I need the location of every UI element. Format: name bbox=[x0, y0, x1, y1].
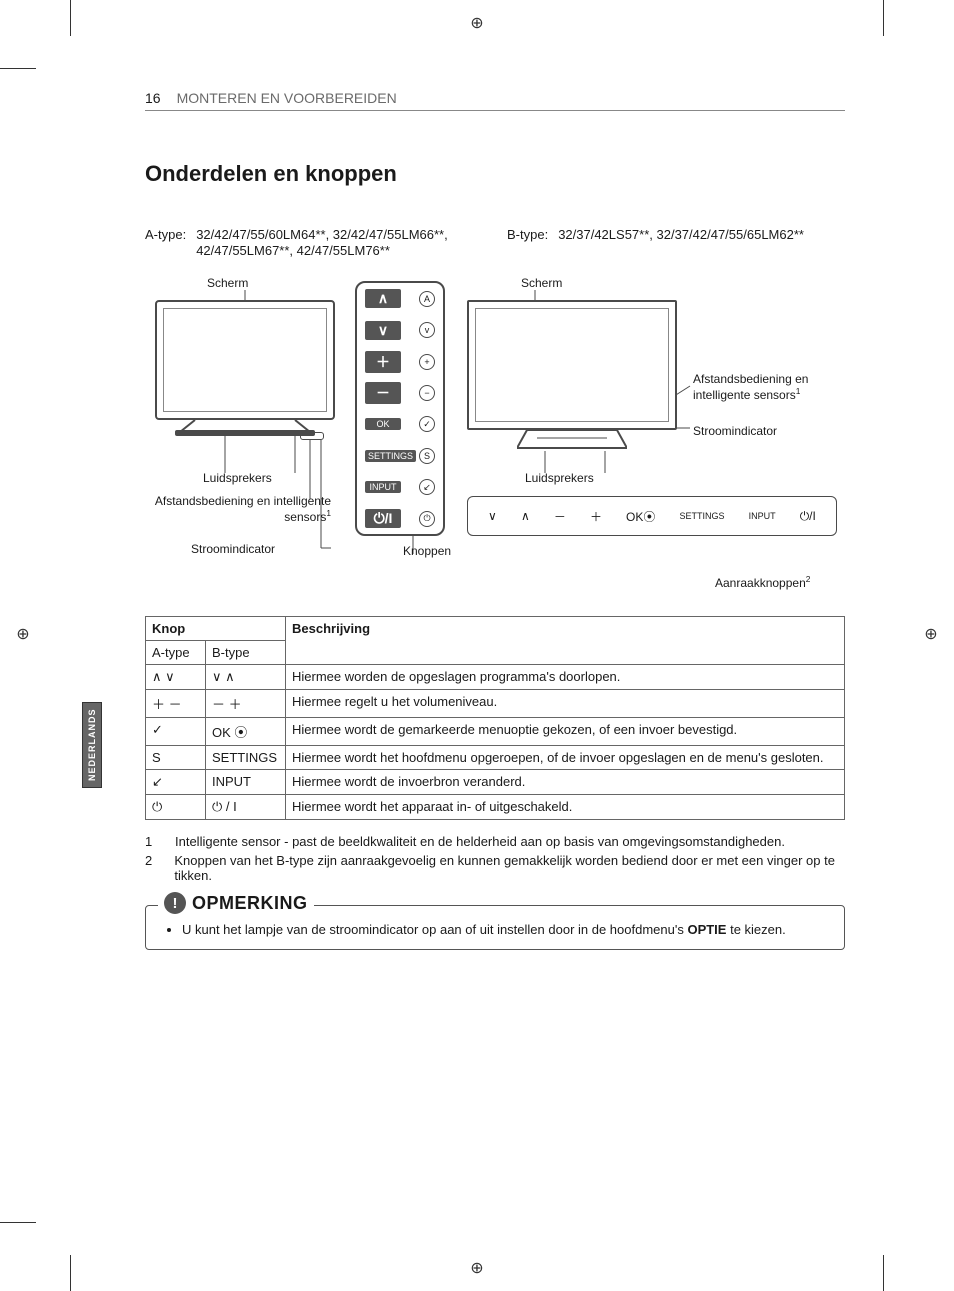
table-row: SSETTINGSHiermee wordt het hoofdmenu opg… bbox=[146, 746, 845, 770]
btn-down-label: ∨ bbox=[365, 321, 401, 340]
tv-diagram: ∧A ∨v ＋+ －− OK✓ SETTINGSS INPUT↙ ⏻/I⏻ ∨ … bbox=[145, 276, 845, 596]
page-number: 16 bbox=[145, 90, 161, 106]
registration-mark-icon: ⊕ bbox=[14, 625, 32, 643]
touch-settings-label: SETTINGS bbox=[679, 511, 724, 521]
section-title: Onderdelen en knoppen bbox=[145, 161, 845, 187]
th-beschrijving: Beschrijving bbox=[286, 617, 845, 665]
btn-input-label: INPUT bbox=[365, 481, 401, 493]
table-row: ＋ －－ ＋Hiermee regelt u het volumeniveau. bbox=[146, 690, 845, 718]
registration-mark-icon: ⊕ bbox=[922, 625, 940, 643]
touch-input-label: INPUT bbox=[749, 511, 776, 521]
btn-up-icon: A bbox=[419, 291, 435, 307]
note-box: ! OPMERKING U kunt het lampje van de str… bbox=[145, 905, 845, 950]
label-knoppen: Knoppen bbox=[403, 544, 451, 558]
label-luidsprekers-b: Luidsprekers bbox=[525, 471, 594, 485]
crop-mark bbox=[70, 1255, 71, 1291]
b-type-label: B-type: bbox=[507, 227, 548, 258]
btn-up-label: ∧ bbox=[365, 289, 401, 308]
language-tab: NEDERLANDS bbox=[82, 702, 102, 788]
touch-down-icon: ∨ bbox=[488, 509, 497, 523]
btn-input-icon: ↙ bbox=[419, 479, 435, 495]
footnote-num: 1 bbox=[145, 834, 159, 849]
b-type-models: 32/37/42LS57**, 32/37/42/47/55/65LM62** bbox=[558, 227, 804, 258]
th-atype: A-type bbox=[146, 641, 206, 665]
tv-a-sensor-box bbox=[300, 432, 324, 440]
btn-down-icon: v bbox=[419, 322, 435, 338]
crop-mark bbox=[883, 0, 884, 36]
registration-mark-icon: ⊕ bbox=[468, 14, 486, 32]
tv-b-stand bbox=[517, 430, 627, 454]
touch-power-icon: ⏻/I bbox=[800, 509, 816, 524]
table-row: ⏻⏻ / IHiermee wordt het apparaat in- of … bbox=[146, 795, 845, 820]
tv-a-screen bbox=[155, 300, 335, 420]
btn-ok-label: OK bbox=[365, 418, 401, 430]
btn-power-icon: ⏻ bbox=[419, 511, 435, 527]
a-type-label: A-type: bbox=[145, 227, 186, 258]
touch-ok-label: OK⦿ bbox=[626, 508, 655, 525]
crop-mark bbox=[70, 0, 71, 36]
label-afstand-a: Afstandsbediening en intelligente sensor… bbox=[151, 494, 331, 524]
note-title: OPMERKING bbox=[192, 893, 308, 914]
label-stroom-b: Stroomindicator bbox=[693, 424, 777, 438]
chapter-title: MONTEREN EN VOORBEREIDEN bbox=[177, 90, 397, 106]
th-btype: B-type bbox=[206, 641, 286, 665]
note-icon: ! bbox=[164, 892, 186, 914]
label-aanraak: Aanraakknoppen2 bbox=[715, 574, 810, 590]
touch-minus-icon: － bbox=[554, 508, 566, 525]
btn-ok-icon: ✓ bbox=[419, 416, 435, 432]
footnote-text: Intelligente sensor - past de beeldkwali… bbox=[175, 834, 785, 849]
registration-mark-icon: ⊕ bbox=[468, 1259, 486, 1277]
btn-settings-label: SETTINGS bbox=[365, 450, 416, 462]
touch-up-icon: ∧ bbox=[521, 509, 530, 523]
label-scherm-b: Scherm bbox=[521, 276, 562, 290]
button-panel: ∧ A ∨ v ＋ + － − OK ✓ SETTINGSS INPUT ↙ ⏻/I ⏻ bbox=[355, 281, 445, 536]
footnote-num: 2 bbox=[145, 853, 158, 883]
table-row: ↙INPUTHiermee wordt de invoerbron verand… bbox=[146, 770, 845, 795]
footnotes: 1 Intelligente sensor - past de beeldkwa… bbox=[145, 834, 845, 883]
touch-plus-icon: ＋ bbox=[590, 508, 602, 525]
btn-settings-icon: S bbox=[419, 448, 435, 464]
btn-power-label: ⏻/I bbox=[365, 509, 401, 528]
page-content: 16 MONTEREN EN VOORBEREIDEN Onderdelen e… bbox=[145, 90, 845, 950]
label-luidsprekers-a: Luidsprekers bbox=[203, 471, 272, 485]
crop-mark bbox=[0, 68, 36, 69]
tv-b-screen bbox=[467, 300, 677, 430]
button-description-table: Knop Beschrijving A-type B-type ∧ ∨∨ ∧Hi… bbox=[145, 616, 845, 820]
tv-a-legs bbox=[175, 420, 315, 436]
btn-minus-label: － bbox=[365, 382, 401, 404]
table-row: ✓OK ⦿Hiermee wordt de gemarkeerde menuop… bbox=[146, 718, 845, 746]
btn-plus-icon: + bbox=[419, 354, 435, 370]
note-bullet: U kunt het lampje van de stroomindicator… bbox=[182, 922, 828, 937]
th-knop: Knop bbox=[146, 617, 286, 641]
footnote-text: Knoppen van het B-type zijn aanraakgevoe… bbox=[174, 853, 845, 883]
page-header: 16 MONTEREN EN VOORBEREIDEN bbox=[145, 90, 845, 111]
a-type-models: 32/42/47/55/60LM64**, 32/42/47/55LM66**,… bbox=[196, 227, 483, 258]
label-stroom-a: Stroomindicator bbox=[191, 542, 275, 556]
table-row: ∧ ∨∨ ∧Hiermee worden de opgeslagen progr… bbox=[146, 665, 845, 690]
touch-panel: ∨ ∧ － ＋ OK⦿ SETTINGS INPUT ⏻/I bbox=[467, 496, 837, 536]
btn-plus-label: ＋ bbox=[365, 351, 401, 373]
label-afstand-b: Afstandsbediening en intelligente sensor… bbox=[693, 372, 833, 402]
label-scherm-a: Scherm bbox=[207, 276, 248, 290]
model-types: A-type: 32/42/47/55/60LM64**, 32/42/47/5… bbox=[145, 227, 845, 258]
btn-minus-icon: − bbox=[419, 385, 435, 401]
crop-mark bbox=[883, 1255, 884, 1291]
crop-mark bbox=[0, 1222, 36, 1223]
